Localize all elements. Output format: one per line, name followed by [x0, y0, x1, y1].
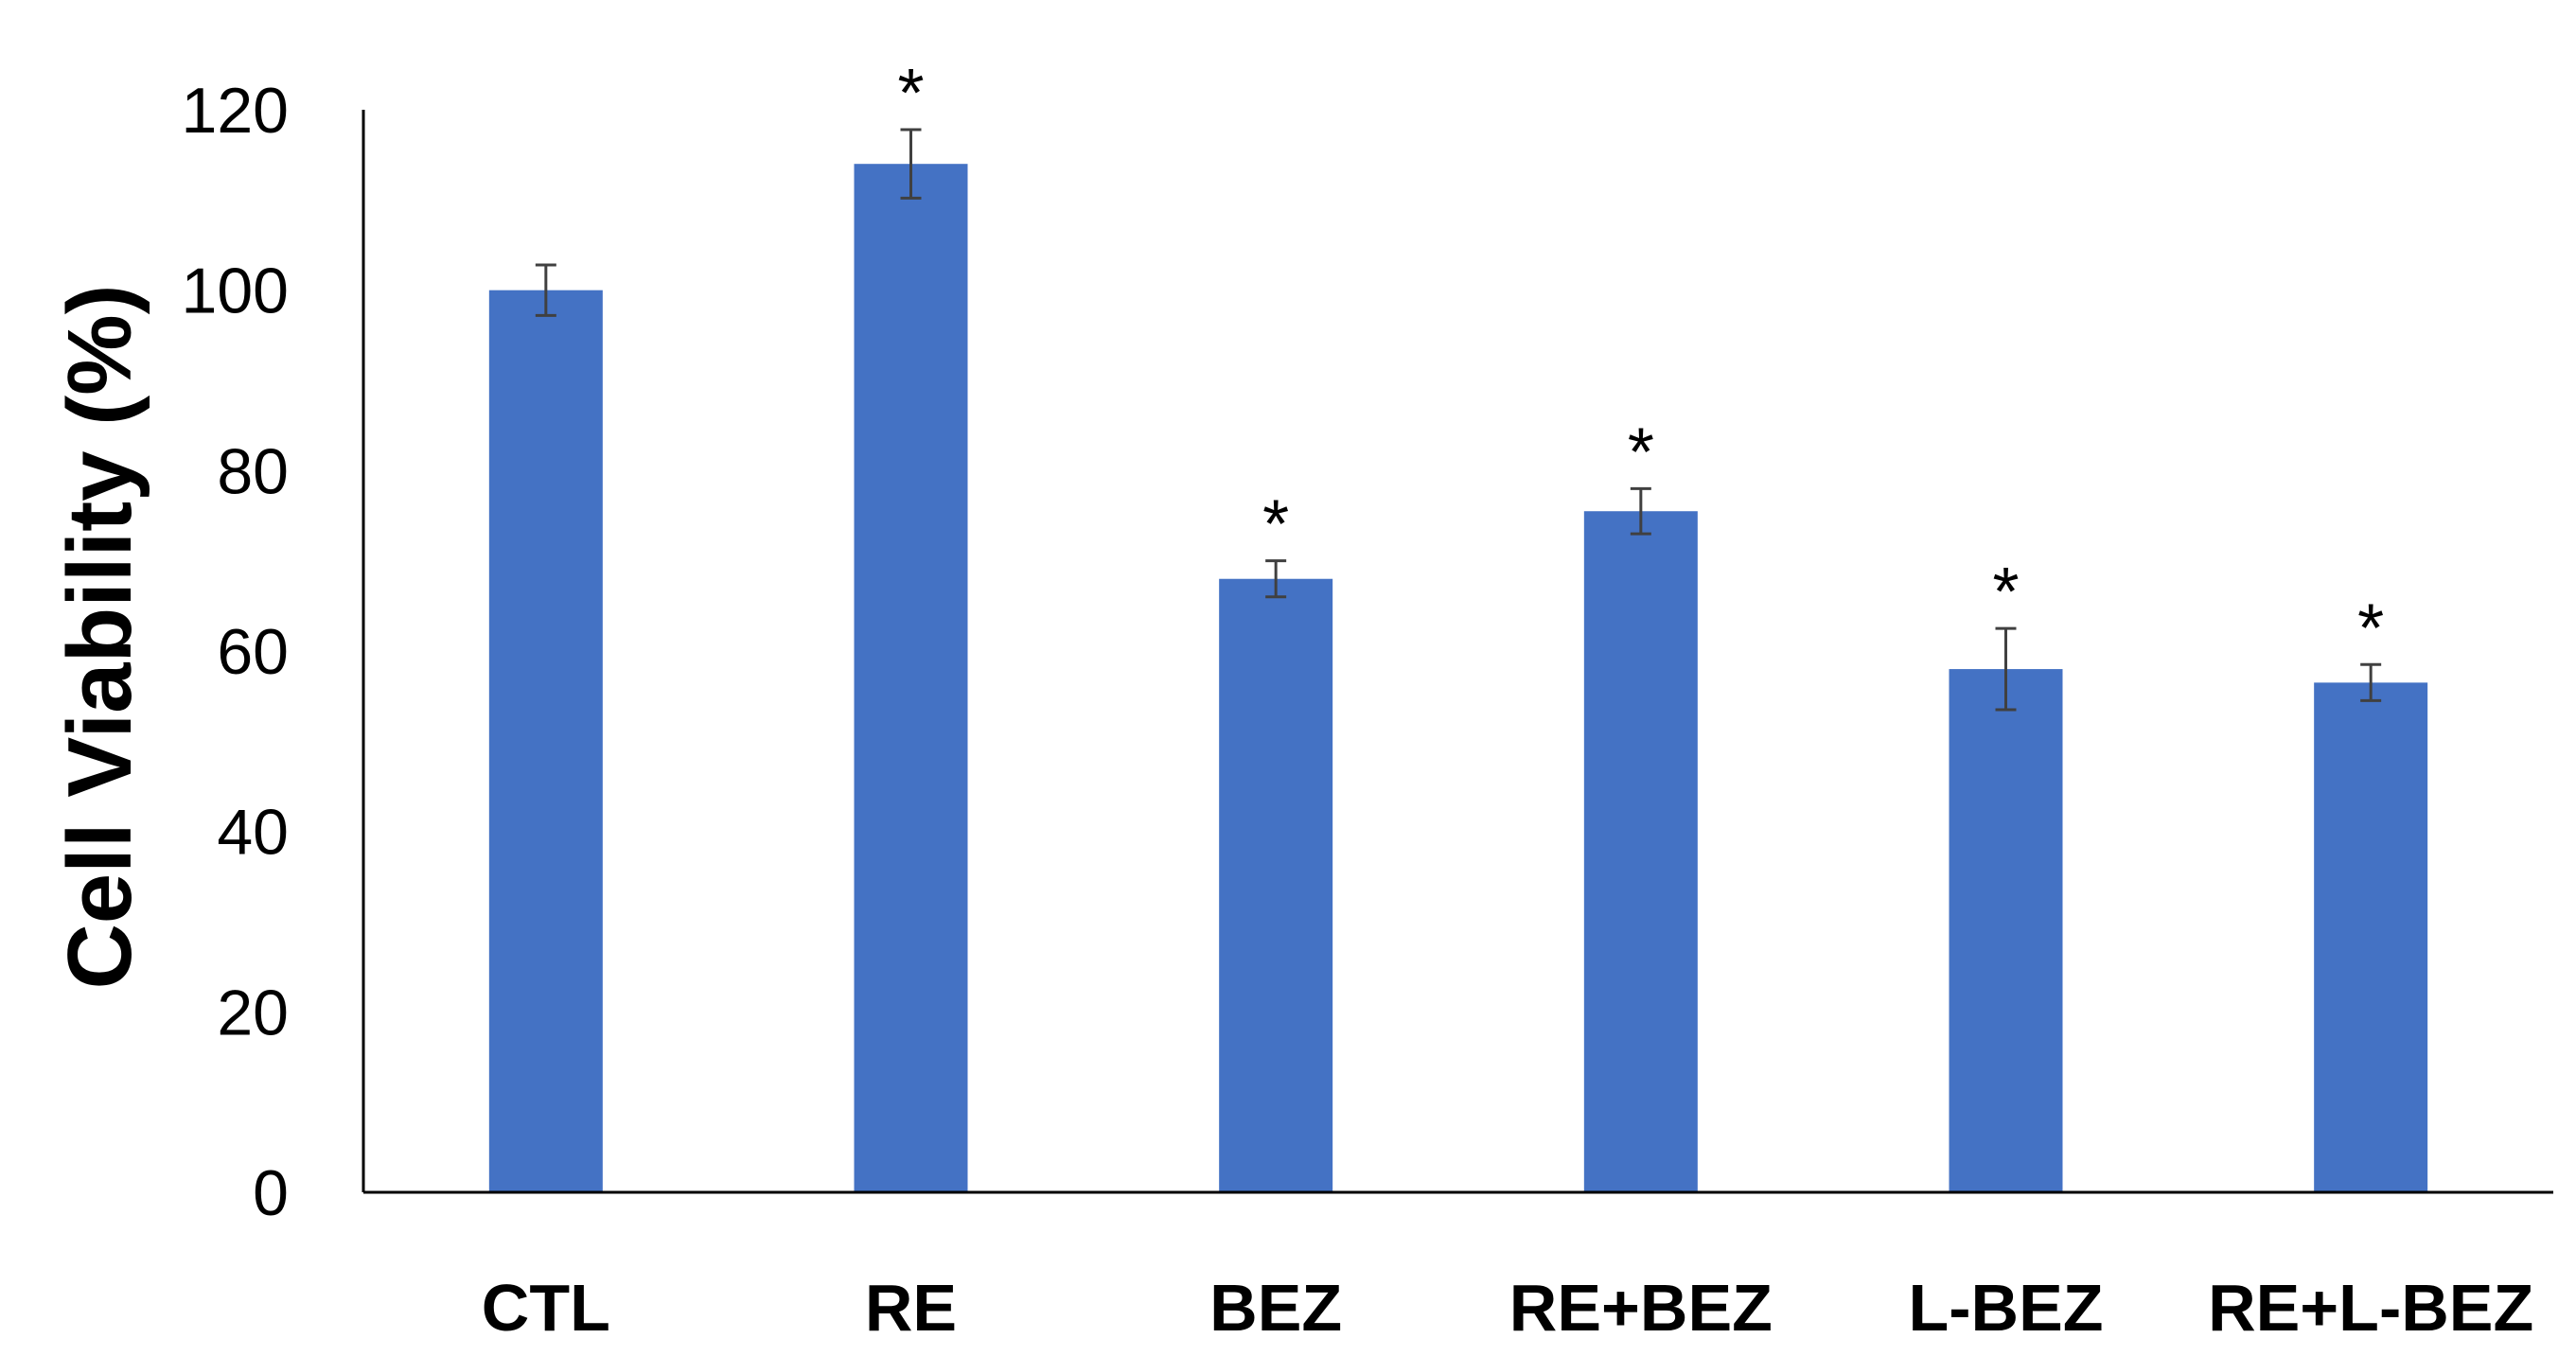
bar-re [854, 164, 968, 1193]
error-bars [535, 128, 2382, 712]
x-category-label: CTL [482, 1271, 610, 1345]
y-tick-label: 40 [217, 797, 289, 869]
y-axis-ticks: 0 20 40 60 80 100 120 [182, 75, 289, 1229]
bar-re-bez [1583, 511, 1698, 1192]
significance-asterisk: * [1262, 487, 1289, 563]
y-tick-label: 100 [182, 255, 289, 327]
y-tick-label: 20 [217, 977, 289, 1048]
y-tick-label: 120 [182, 75, 289, 147]
y-tick-label: 80 [217, 435, 289, 507]
bars [488, 164, 2428, 1193]
bar-re-l-bez [2314, 682, 2428, 1192]
bar-bez [1219, 578, 1333, 1192]
significance-asterisk: * [1628, 414, 1654, 490]
bar-ctl [488, 290, 603, 1193]
significance-markers: * * * * * [897, 56, 2384, 666]
y-tick-label: 0 [253, 1157, 289, 1229]
x-category-label: L-BEZ [1908, 1271, 2103, 1345]
y-tick-label: 60 [217, 616, 289, 688]
y-axis-title: Cell Viability (%) [49, 284, 150, 989]
significance-asterisk: * [897, 56, 924, 132]
x-category-label: RE+BEZ [1509, 1271, 1773, 1345]
x-category-label: RE+L-BEZ [2208, 1271, 2533, 1345]
x-category-label: RE [865, 1271, 957, 1345]
significance-asterisk: * [1992, 555, 2019, 630]
significance-asterisk: * [2357, 590, 2384, 666]
x-category-label: BEZ [1209, 1271, 1342, 1345]
bar-l-bez [1949, 669, 2063, 1192]
x-axis-categories: CTL RE BEZ RE+BEZ L-BEZ RE+L-BEZ [482, 1271, 2533, 1345]
